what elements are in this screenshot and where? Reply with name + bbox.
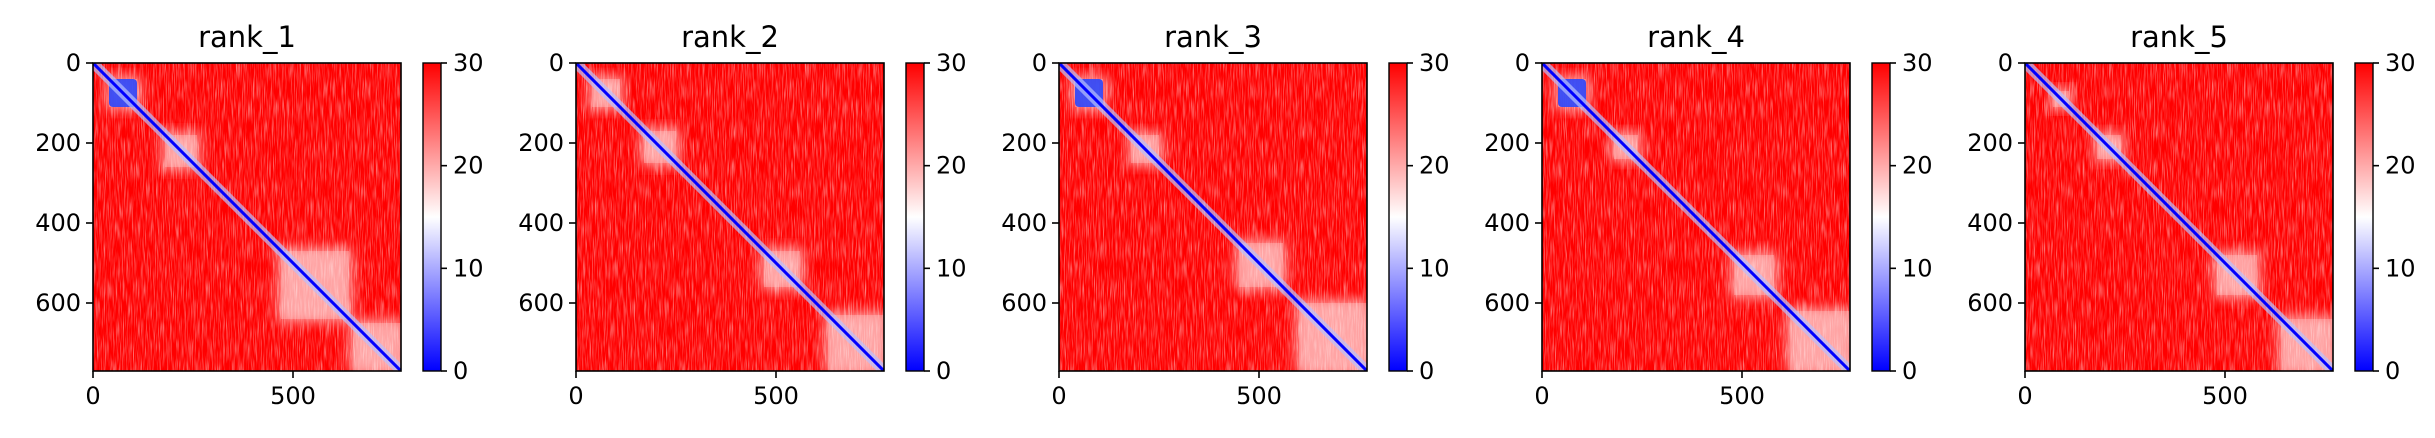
y-tick-label: 200 (35, 129, 81, 157)
panel-title: rank_5 (2130, 20, 2228, 54)
y-tick-label: 600 (1967, 289, 2013, 317)
heatmap-panel-4: rank_4 0 500 0 200 400 600 0 10 20 30 (1484, 20, 1932, 410)
x-tick-label: 0 (568, 382, 583, 410)
y-tick-label: 600 (35, 289, 81, 317)
y-tick-label: 400 (1001, 209, 1047, 237)
x-tick-label: 0 (1051, 382, 1066, 410)
colorbar (422, 62, 442, 372)
diagonal-line (576, 63, 884, 371)
y-tick-label: 400 (1484, 209, 1530, 237)
plot-frame (575, 62, 885, 372)
plot-frame (92, 62, 402, 372)
plot-frame (1541, 62, 1851, 372)
y-tick-label: 0 (1032, 49, 1047, 77)
colorbar-tick-label: 0 (1419, 357, 1434, 385)
y-tick-label: 200 (1484, 129, 1530, 157)
colorbar-tick-label: 20 (1419, 152, 1450, 180)
colorbar-tick-label: 20 (936, 152, 967, 180)
diagonal-line (1542, 63, 1850, 371)
y-tick-label: 200 (1001, 129, 1047, 157)
colorbar (1388, 62, 1408, 372)
y-tick-label: 0 (66, 49, 81, 77)
colorbar (1871, 62, 1891, 372)
colorbar-tick-label: 0 (2385, 357, 2400, 385)
y-tick-label: 600 (1484, 289, 1530, 317)
panel-title: rank_3 (1164, 20, 1262, 54)
x-tick-label: 500 (270, 382, 316, 410)
colorbar-tick-label: 30 (1902, 49, 1933, 77)
colorbar-tick-label: 0 (936, 357, 951, 385)
colorbar-tick-label: 10 (2385, 254, 2416, 282)
colorbar-tick-label: 20 (2385, 152, 2416, 180)
panel-title: rank_4 (1647, 20, 1745, 54)
colorbar-tick-label: 20 (1902, 152, 1933, 180)
x-tick-label: 0 (2017, 382, 2032, 410)
x-tick-label: 500 (1236, 382, 1282, 410)
colorbar-tick-label: 10 (936, 254, 967, 282)
colorbar-tick-label: 0 (453, 357, 468, 385)
colorbar-tick-label: 10 (1902, 254, 1933, 282)
diagonal-line (2025, 63, 2333, 371)
y-tick-label: 0 (1515, 49, 1530, 77)
heatmap-body (1059, 63, 1367, 371)
colorbar-tick-label: 30 (1419, 49, 1450, 77)
y-tick-label: 200 (1967, 129, 2013, 157)
y-tick-label: 200 (518, 129, 564, 157)
x-tick-label: 500 (753, 382, 799, 410)
colorbar-tick-label: 30 (936, 49, 967, 77)
colorbar (2354, 62, 2374, 372)
colorbar-tick-label: 30 (453, 49, 484, 77)
colorbar-tick-label: 20 (453, 152, 484, 180)
y-tick-label: 600 (1001, 289, 1047, 317)
colorbar-tick-label: 30 (2385, 49, 2416, 77)
y-tick-label: 400 (518, 209, 564, 237)
y-tick-label: 0 (549, 49, 564, 77)
heatmap-panel-3: rank_3 0 500 0 200 400 600 0 10 20 30 (1001, 20, 1449, 410)
diagonal-line (93, 63, 401, 371)
plot-frame (2024, 62, 2334, 372)
heatmap-body (1542, 63, 1850, 371)
y-tick-label: 400 (35, 209, 81, 237)
y-tick-label: 400 (1967, 209, 2013, 237)
colorbar-tick-label: 10 (1419, 254, 1450, 282)
heatmap-body (93, 63, 401, 371)
x-tick-label: 500 (1719, 382, 1765, 410)
colorbar-tick-label: 0 (1902, 357, 1917, 385)
heatmap-panel-5: rank_5 0 500 0 200 400 600 0 10 20 30 (1967, 20, 2415, 410)
panel-title: rank_2 (681, 20, 779, 54)
y-tick-label: 600 (518, 289, 564, 317)
colorbar-tick-label: 10 (453, 254, 484, 282)
plot-frame (1058, 62, 1368, 372)
x-tick-label: 0 (85, 382, 100, 410)
heatmap-panel-1: rank_1 0 500 0 200 400 600 0 10 20 30 (35, 20, 483, 410)
heatmap-panel-2: rank_2 0 500 0 200 400 600 0 10 20 30 (518, 20, 966, 410)
heatmap-body (2025, 63, 2333, 371)
panel-title: rank_1 (198, 20, 296, 54)
x-tick-label: 500 (2202, 382, 2248, 410)
heatmap-body (576, 63, 884, 371)
x-tick-label: 0 (1534, 382, 1549, 410)
colorbar (905, 62, 925, 372)
y-tick-label: 0 (1998, 49, 2013, 77)
diagonal-line (1059, 63, 1367, 371)
